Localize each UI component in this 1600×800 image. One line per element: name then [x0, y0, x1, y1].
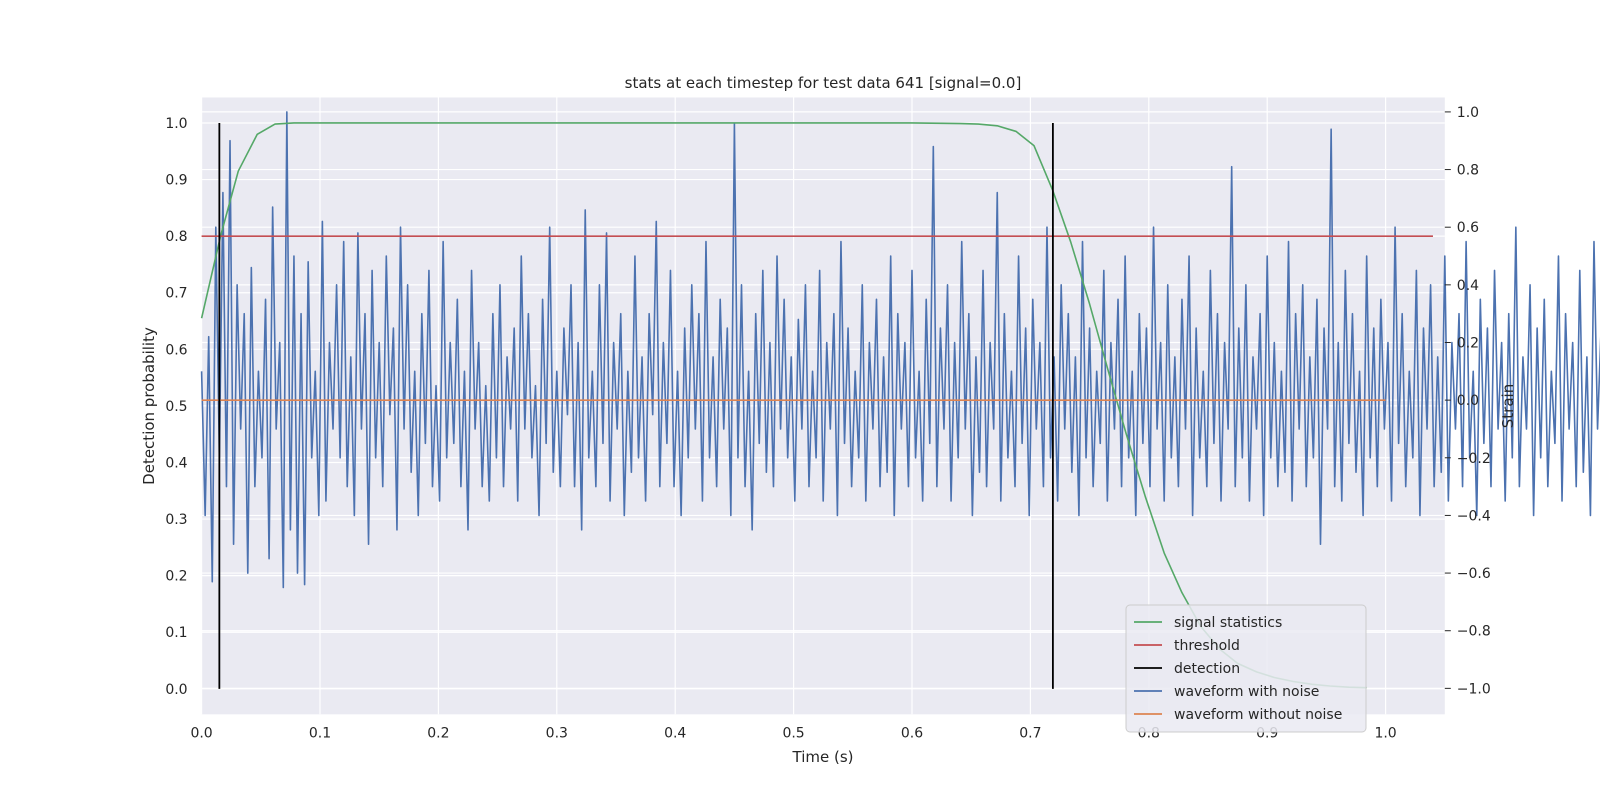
y-tick-label: 0.7 [165, 286, 187, 302]
legend: signal statistics threshold detection wavef… [1125, 604, 1367, 733]
y-tick-label: 0.5 [165, 399, 187, 415]
y2-tick-label: −0.8 [1457, 624, 1491, 640]
y-tick-label: 0.0 [165, 682, 187, 698]
y-tick-label: 0.9 [165, 173, 187, 189]
legend-label: waveform without noise [1174, 707, 1342, 723]
y-tick-label: 0.4 [165, 455, 187, 471]
y-axis-title: Detection probability [140, 327, 158, 485]
legend-label: threshold [1174, 638, 1240, 654]
chart-title: stats at each timestep for test data 641… [625, 74, 1022, 92]
y-tick-label: 0.8 [165, 229, 187, 245]
y-tick-label: 1.0 [165, 116, 187, 132]
series-waveform-with-noise [200, 111, 1600, 589]
x-tick-label: 0.5 [782, 725, 804, 741]
y-tick-label: 0.1 [165, 625, 187, 641]
y2-tick-label: 1.0 [1457, 105, 1479, 121]
x-axis: 0.0 0.1 0.2 0.3 0.4 0.5 0.6 0.7 0.8 0.9 1.0 [190, 725, 1396, 741]
y2-tick-label: −0.4 [1457, 508, 1491, 524]
legend-label: signal statistics [1174, 615, 1282, 631]
x-tick-label: 0.4 [664, 725, 686, 741]
y2-tick-label: 0.8 [1457, 163, 1479, 179]
y-tick-label: 0.3 [165, 512, 187, 528]
x-tick-label: 0.3 [546, 725, 568, 741]
y2-tick-label: −0.6 [1457, 566, 1491, 582]
y-axis-left: 0.0 0.1 0.2 0.3 0.4 0.5 0.6 0.7 0.8 0.9 1.0 [165, 116, 187, 698]
x-tick-label: 0.1 [309, 725, 331, 741]
x-tick-label: 0.2 [427, 725, 449, 741]
legend-label: detection [1174, 661, 1240, 677]
x-tick-label: 1.0 [1374, 725, 1396, 741]
y2-tick-label: 0.0 [1457, 393, 1479, 409]
x-tick-label: 0.6 [901, 725, 923, 741]
y2-tick-label: 0.2 [1457, 335, 1479, 351]
x-tick-label: 0.7 [1019, 725, 1041, 741]
y-axis-right: −1.0 −0.8 −0.6 −0.4 −0.2 0.0 0.2 0.4 0.6 0.8 1.0 [1444, 105, 1491, 697]
y-tick-label: 0.6 [165, 342, 187, 358]
y2-tick-label: 0.4 [1457, 278, 1479, 294]
y2-axis-title: Strain [1499, 384, 1517, 428]
legend-label: waveform with noise [1174, 684, 1319, 700]
y2-tick-label: −0.2 [1457, 451, 1491, 467]
legend-box [1125, 604, 1367, 733]
y2-tick-label: 0.6 [1457, 220, 1479, 236]
y-tick-label: 0.2 [165, 569, 187, 585]
y2-tick-label: −1.0 [1457, 681, 1491, 697]
x-tick-label: 0.0 [190, 725, 212, 741]
x-axis-title: Time (s) [792, 748, 854, 766]
